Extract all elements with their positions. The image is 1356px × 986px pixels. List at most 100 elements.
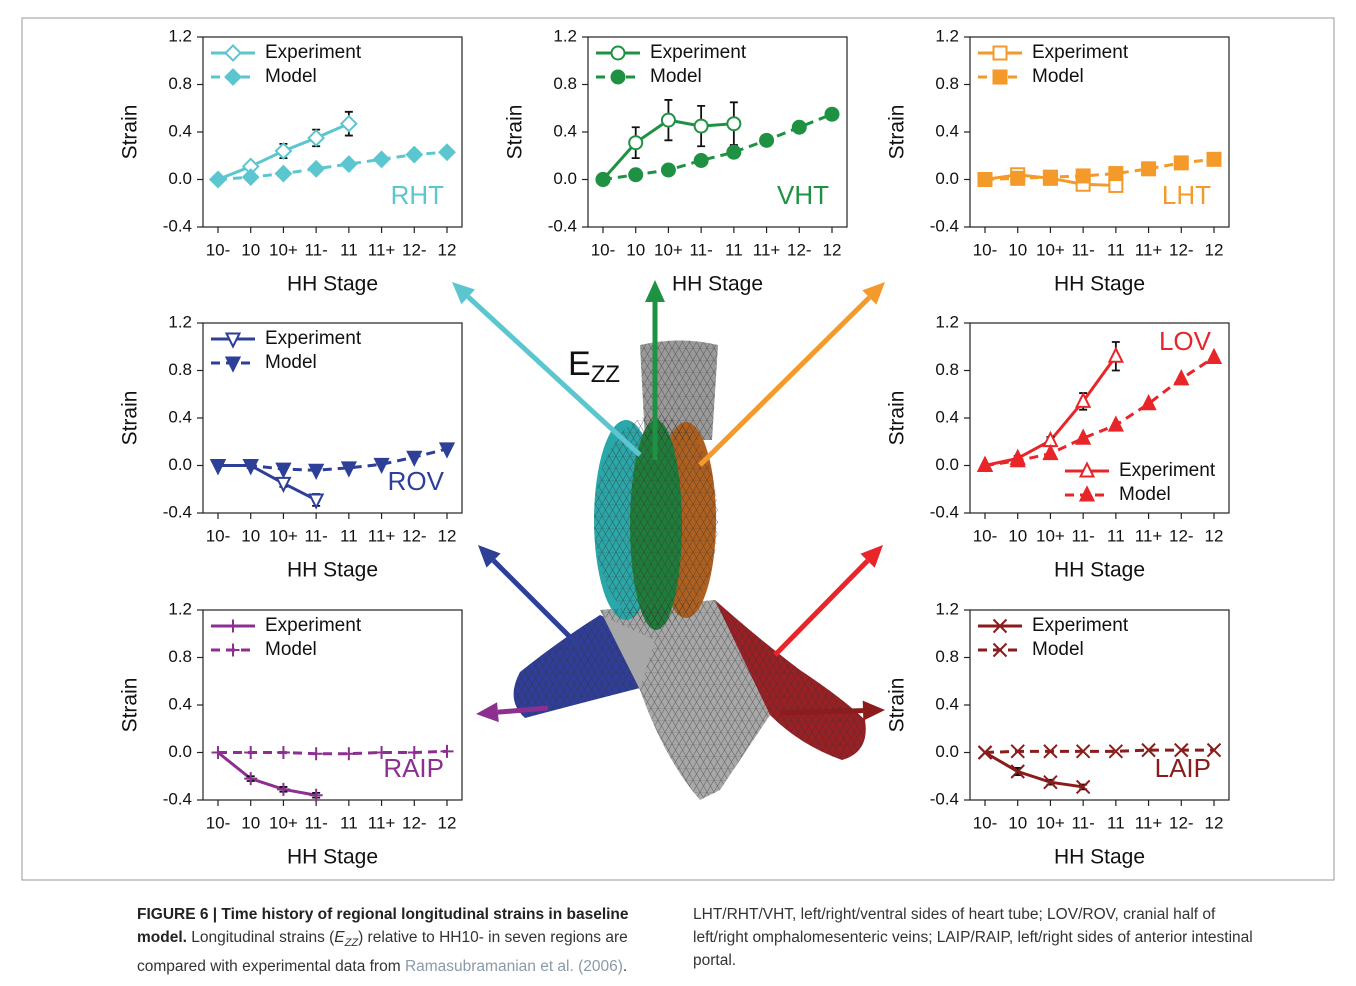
legend-label: Experiment: [1032, 615, 1129, 636]
x-tick-label: 10: [1008, 526, 1027, 545]
y-tick-label: 0.4: [553, 121, 577, 140]
legend-marker: [224, 44, 242, 62]
region-label: LHT: [1162, 180, 1211, 210]
arrow-head: [478, 545, 501, 568]
point: [244, 772, 258, 786]
x-tick-label: 11: [1107, 813, 1125, 832]
caption-left: FIGURE 6 | Time history of regional long…: [137, 903, 637, 978]
y-tick-label: -0.4: [163, 216, 192, 235]
caption-right: LHT/RHT/VHT, left/right/ventral sides of…: [693, 906, 1253, 969]
x-tick-label: 10+: [269, 526, 298, 545]
x-tick-label: 12: [1205, 813, 1224, 832]
legend-label: Model: [265, 66, 317, 87]
y-tick-label: 1.2: [553, 26, 577, 45]
point: [241, 168, 260, 187]
arrow-shaft: [491, 558, 580, 647]
y-axis-label: Strain: [119, 391, 142, 446]
y-tick-label: -0.4: [930, 789, 959, 808]
citation-link[interactable]: Ramasubramanian et al. (2006): [404, 958, 623, 976]
point: [1107, 346, 1124, 363]
region-label: LAIP: [1155, 753, 1211, 783]
point: [438, 143, 456, 162]
arrow-head: [476, 702, 499, 723]
point: [211, 746, 225, 759]
x-tick-label: 12: [1205, 240, 1224, 259]
point: [244, 746, 258, 759]
x-tick-label: 10: [241, 526, 260, 545]
x-tick-label: 11+: [1135, 813, 1163, 832]
y-tick-label: 0.8: [168, 360, 192, 379]
legend-marker: [610, 45, 626, 61]
legend-marker: [610, 69, 626, 85]
x-axis-label: HH Stage: [1054, 273, 1145, 296]
x-tick-label: 10-: [973, 240, 998, 259]
legend-marker: [992, 69, 1008, 85]
x-tick-label: 10-: [973, 813, 998, 832]
point: [1010, 170, 1026, 186]
point: [339, 155, 358, 173]
x-tick-label: 11: [1107, 526, 1125, 545]
chart: -0.4 0.0 0.4 0.8 1.2 10- 10 10+ 11- 11 11+ 12- 12 HH …: [886, 599, 1230, 869]
chart: -0.4 0.0 0.4 0.8 1.2 10- 10 10+ 11- 11 11+ 12- 12 HH …: [886, 312, 1230, 582]
point: [824, 106, 840, 122]
experiment-line: [984, 751, 1084, 789]
point: [1173, 369, 1190, 386]
x-tick-label: 11: [340, 813, 358, 832]
chart: -0.4 0.0 0.4 0.8 1.2 10- 10 10+ 11- 11 11+ 12- 12 HH …: [119, 599, 463, 869]
x-tick-label: 10+: [269, 240, 298, 259]
point: [1075, 779, 1091, 795]
x-axis-label: HH Stage: [1054, 559, 1145, 582]
point: [372, 150, 391, 169]
y-tick-label: -0.4: [930, 216, 959, 235]
point: [276, 746, 290, 759]
point: [406, 450, 423, 467]
x-axis-label: HH Stage: [287, 846, 378, 869]
point: [660, 112, 676, 128]
point: [1043, 744, 1058, 759]
point: [693, 153, 709, 168]
x-tick-label: 11-: [1071, 526, 1094, 545]
x-tick-label: 12-: [1169, 240, 1194, 259]
point: [660, 162, 676, 178]
x-tick-label: 12-: [1169, 813, 1194, 832]
x-tick-label: 11-: [304, 240, 327, 259]
arrow-head: [862, 700, 885, 721]
model-line: [218, 447, 448, 472]
point: [438, 442, 456, 459]
point: [976, 455, 994, 472]
legend-label: Experiment: [265, 615, 362, 636]
point: [1206, 151, 1222, 167]
figure: EZZ -0.4 0.0 0.4 0.8 1.2 10- 10 10+ 11- 11 11+ 12- 1…: [21, 17, 1335, 881]
x-tick-label: 11-: [1071, 813, 1094, 832]
caption-text: ) relative to HH10- in seven regions are…: [137, 929, 628, 976]
y-tick-label: 0.8: [935, 74, 959, 93]
arrow-shaft: [698, 295, 872, 467]
point: [339, 114, 358, 133]
legend-label: Experiment: [650, 42, 747, 63]
x-tick-label: 10-: [206, 813, 231, 832]
legend-marker: [992, 45, 1008, 61]
point: [977, 745, 993, 760]
point: [1108, 744, 1124, 759]
y-tick-label: 0.0: [935, 455, 959, 474]
legend-label: Model: [1032, 639, 1084, 660]
x-axis-label: HH Stage: [287, 273, 378, 296]
y-tick-label: 0.8: [168, 647, 192, 666]
point: [1205, 347, 1223, 364]
point: [1140, 394, 1157, 411]
y-tick-label: 0.4: [935, 407, 959, 426]
x-tick-label: 11: [340, 526, 358, 545]
legend-label: Model: [650, 66, 702, 87]
point: [693, 118, 709, 134]
point: [307, 159, 326, 178]
x-tick-label: 12: [1205, 526, 1224, 545]
point: [276, 782, 290, 796]
x-axis-label: HH Stage: [287, 559, 378, 582]
center-label-sub: ZZ: [591, 361, 620, 388]
x-tick-label: 12-: [787, 240, 812, 259]
point: [1107, 415, 1124, 432]
y-tick-label: 0.0: [935, 742, 959, 761]
x-tick-label: 10+: [1036, 240, 1065, 259]
point: [209, 459, 227, 476]
chart: -0.4 0.0 0.4 0.8 1.2 10- 10 10+ 11- 11 11+ 12- 12 HH …: [119, 312, 463, 582]
